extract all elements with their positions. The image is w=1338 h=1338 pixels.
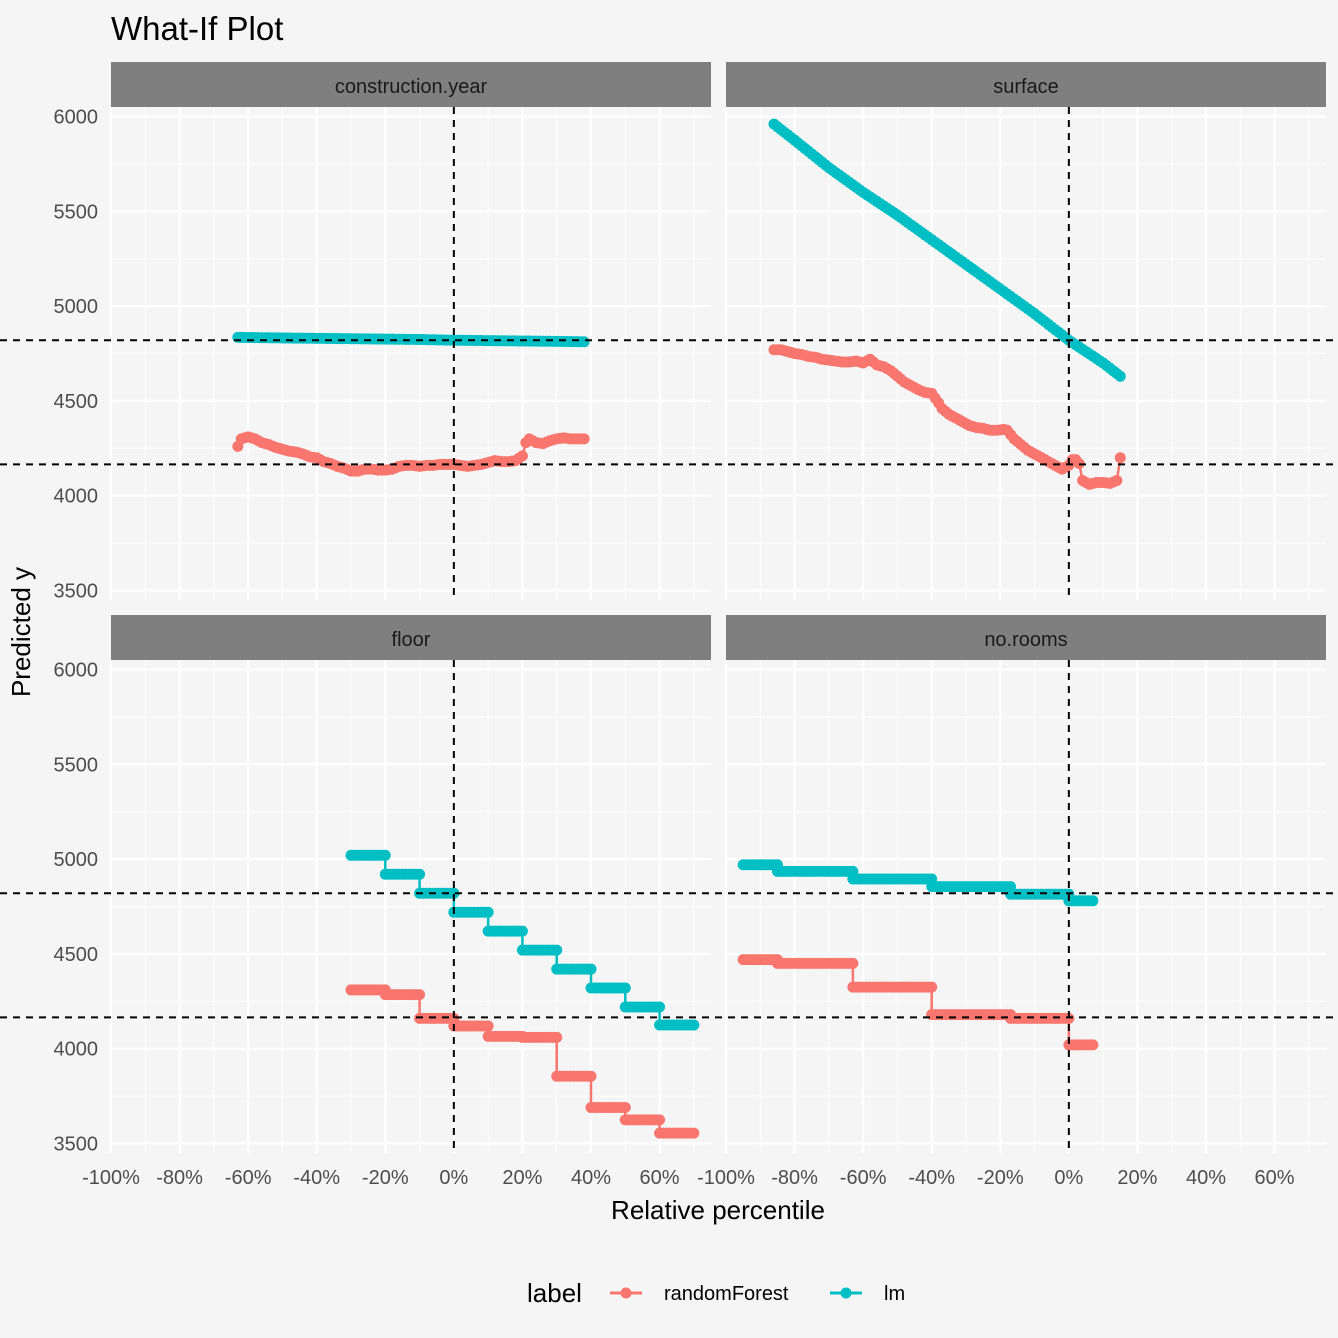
x-tick-label: 60% — [640, 1167, 680, 1189]
strip-no-rooms — [726, 615, 1326, 660]
x-tick-label: -100% — [697, 1167, 755, 1189]
series-points-lm-floor — [345, 849, 700, 1031]
data-point-randomforest — [1087, 1039, 1099, 1051]
strip-floor — [111, 615, 711, 660]
panel-floor: floor 3500 4000 4500 5000 5500 6000 -100% -80% -6… — [54, 615, 711, 1189]
x-tick-label: -40% — [908, 1167, 955, 1189]
x-tick-label: -100% — [82, 1167, 140, 1189]
x-tick-label: -80% — [771, 1167, 818, 1189]
y-tick-label: 4000 — [54, 486, 99, 508]
y-tick-label: 3500 — [54, 581, 99, 603]
x-tick-label: 20% — [502, 1167, 542, 1189]
data-point-randomforest — [619, 1101, 631, 1113]
strip-label-construction-year: construction.year — [335, 76, 488, 98]
y-tick-label: 4500 — [54, 944, 99, 966]
data-point-randomforest — [482, 1020, 494, 1032]
data-point-randomforest — [578, 433, 590, 445]
data-point-lm — [688, 1019, 700, 1031]
data-point-lm — [516, 925, 528, 937]
strip-surface — [726, 62, 1326, 107]
data-point-randomforest — [1114, 452, 1126, 464]
data-point-lm — [1087, 895, 1099, 907]
chart-title: What-If Plot — [111, 10, 283, 47]
data-point-randomforest — [654, 1114, 666, 1126]
data-point-randomforest — [414, 989, 426, 1001]
data-point-randomforest — [847, 957, 859, 969]
data-point-lm — [578, 336, 590, 348]
data-point-lm — [585, 963, 597, 975]
y-tick-label: 4000 — [54, 1039, 99, 1061]
panel-surface: surface — [724, 62, 1326, 600]
y-tick-label: 5000 — [54, 296, 99, 318]
strip-label-no-rooms: no.rooms — [984, 629, 1067, 651]
legend-title: label — [527, 1278, 582, 1308]
x-tick-label: 40% — [571, 1167, 611, 1189]
data-point-randomforest — [585, 1070, 597, 1082]
x-tick-label: -80% — [156, 1167, 203, 1189]
y-tick-label: 6000 — [54, 106, 99, 128]
strip-construction-year — [111, 62, 711, 107]
panel-no-rooms: no.rooms -100% -80% -60% -40% -20% 0% 20% 40% 60% — [697, 615, 1326, 1189]
x-tick-label: 40% — [1186, 1167, 1226, 1189]
data-point-lm — [1114, 370, 1126, 382]
legend-key-point-lm — [840, 1287, 852, 1299]
strip-label-floor: floor — [392, 629, 431, 651]
x-tick-label: -60% — [840, 1167, 887, 1189]
series-points-randomforest-surface — [768, 344, 1126, 490]
x-tick-label: -40% — [293, 1167, 340, 1189]
data-point-lm — [482, 906, 494, 918]
x-tick-label: -20% — [977, 1167, 1024, 1189]
data-point-randomforest — [926, 981, 938, 993]
facet-panels: construction.year 3500 4000 4500 5000 5500 600… — [0, 62, 1338, 1189]
data-point-lm — [448, 887, 460, 899]
y-tick-label: 5500 — [54, 201, 99, 223]
data-point-lm — [414, 868, 426, 880]
data-point-randomforest — [1111, 475, 1123, 487]
legend-key-point-randomforest — [620, 1287, 632, 1299]
x-axis-label: Relative percentile — [611, 1195, 825, 1225]
x-tick-label: -20% — [362, 1167, 409, 1189]
y-tick-label: 4500 — [54, 391, 99, 413]
data-point-randomforest — [551, 1031, 563, 1043]
legend-label-randomforest: randomForest — [664, 1283, 789, 1305]
strip-label-surface: surface — [993, 76, 1059, 98]
x-tick-label: -60% — [225, 1167, 272, 1189]
data-point-lm — [551, 944, 563, 956]
y-tick-label: 5000 — [54, 849, 99, 871]
data-point-lm — [379, 849, 391, 861]
y-tick-label: 5500 — [54, 754, 99, 776]
x-tick-label: 60% — [1255, 1167, 1295, 1189]
x-tick-label: 0% — [1054, 1167, 1083, 1189]
legend: label randomForest lm — [527, 1278, 905, 1308]
series-points-randomforest-floor — [345, 984, 700, 1139]
data-point-randomforest — [516, 450, 528, 462]
y-axis-label: Predicted y — [6, 567, 36, 697]
x-tick-label: 0% — [439, 1167, 468, 1189]
legend-label-lm: lm — [884, 1283, 905, 1305]
y-tick-label: 3500 — [54, 1134, 99, 1156]
data-point-lm — [654, 1001, 666, 1013]
x-tick-label: 20% — [1117, 1167, 1157, 1189]
data-point-randomforest — [688, 1127, 700, 1139]
y-tick-label: 6000 — [54, 659, 99, 681]
data-point-lm — [619, 982, 631, 994]
